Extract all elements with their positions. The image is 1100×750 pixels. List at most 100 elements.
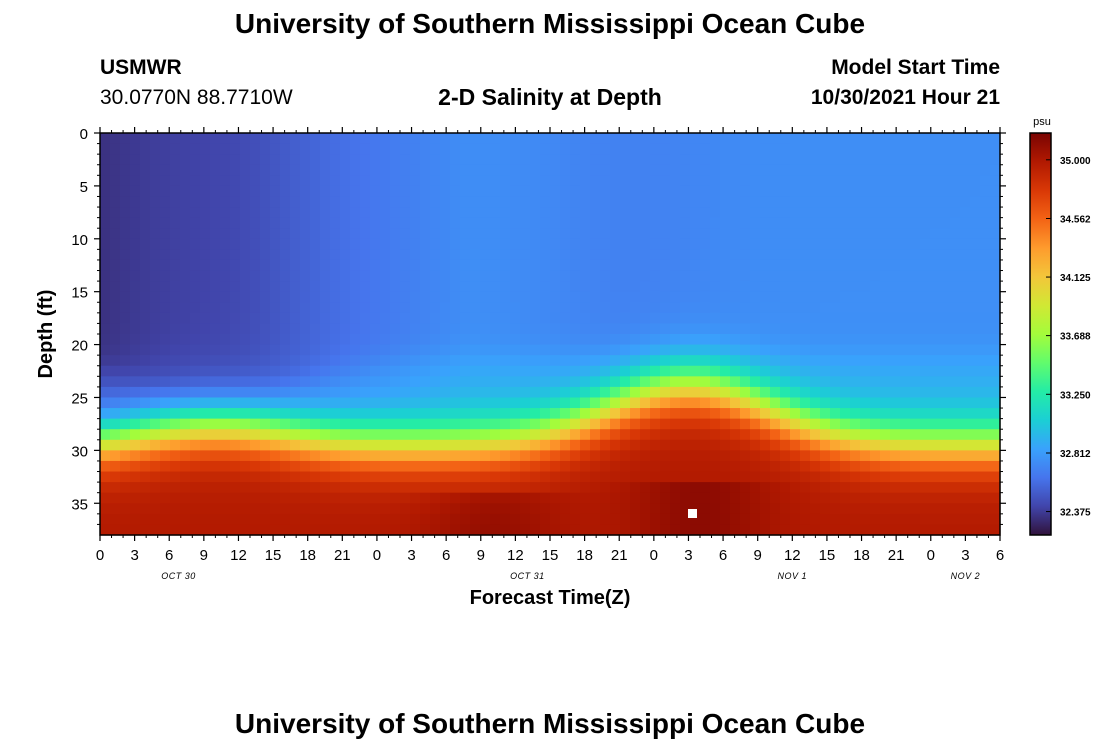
heatmap-cell [940, 334, 951, 346]
heatmap-cell [290, 175, 301, 187]
heatmap-cell [300, 503, 311, 515]
heatmap-cell [720, 133, 731, 145]
heatmap-cell [250, 524, 261, 536]
heatmap-cell [200, 513, 211, 526]
heatmap-cell [700, 450, 711, 462]
page-title: University of Southern Mississippi Ocean… [234, 8, 866, 39]
heatmap-cell [300, 460, 311, 473]
heatmap-cell [950, 217, 961, 229]
heatmap-cell [660, 228, 671, 240]
heatmap-cell [820, 450, 831, 462]
heatmap-cell [830, 471, 841, 483]
heatmap-cell [510, 397, 521, 409]
heatmap-cell [430, 365, 441, 377]
heatmap-cell [450, 154, 461, 166]
heatmap-cell [770, 513, 781, 526]
heatmap-cell [980, 418, 991, 430]
heatmap-cell [910, 185, 921, 198]
heatmap-cell [450, 482, 461, 494]
heatmap-cell [550, 429, 561, 441]
heatmap-cell [180, 408, 191, 420]
heatmap-cell [610, 471, 621, 483]
heatmap-cell [180, 302, 191, 314]
heatmap-cell [190, 460, 201, 473]
heatmap-cell [220, 133, 231, 145]
heatmap-cell [150, 503, 161, 515]
heatmap-cell [280, 450, 291, 462]
heatmap-cell [480, 513, 491, 526]
heatmap-cell [640, 207, 651, 219]
heatmap-cell [330, 429, 341, 441]
heatmap-cell [190, 365, 201, 377]
heatmap-cell [300, 185, 311, 198]
heatmap-cell [950, 482, 961, 494]
heatmap-cell [540, 133, 551, 145]
heatmap-cell [930, 418, 941, 430]
heatmap-cell [380, 386, 391, 399]
heatmap-cell [380, 207, 391, 219]
heatmap-cell [250, 228, 261, 240]
heatmap-cell [210, 185, 221, 198]
heatmap-cell [420, 302, 431, 314]
heatmap-cell [360, 164, 371, 176]
heatmap-cell [690, 376, 701, 388]
heatmap-cell [760, 249, 771, 261]
heatmap-cell [550, 376, 561, 388]
heatmap-cell [150, 143, 161, 155]
heatmap-cell [740, 460, 751, 473]
heatmap-cell [710, 471, 721, 483]
heatmap-cell [590, 344, 601, 356]
heatmap-cell [410, 460, 421, 473]
heatmap-cell [850, 259, 861, 272]
x-tick-label: 6 [442, 547, 450, 564]
heatmap-cell [260, 185, 271, 198]
heatmap-cell [440, 408, 451, 420]
heatmap-cell [650, 291, 661, 303]
heatmap-cell [860, 196, 871, 208]
heatmap-cell [520, 259, 531, 272]
heatmap-cell [100, 513, 111, 526]
heatmap-cell [840, 408, 851, 420]
heatmap-cell [130, 217, 141, 229]
heatmap-cell [120, 524, 131, 536]
heatmap-cell [920, 482, 931, 494]
heatmap-cell [780, 408, 791, 420]
heatmap-cell [970, 133, 981, 145]
heatmap-cell [250, 238, 261, 250]
heatmap-cell [740, 154, 751, 166]
heatmap-cell [210, 365, 221, 377]
heatmap-cell [940, 228, 951, 240]
heatmap-cell [740, 249, 751, 261]
heatmap-cell [780, 429, 791, 441]
heatmap-cell [660, 154, 671, 166]
model-start-value: 10/30/2021 Hour 21 [810, 86, 1000, 109]
heatmap-cell [840, 376, 851, 388]
heatmap-cell [640, 238, 651, 250]
heatmap-cell [760, 355, 771, 367]
heatmap-cell [340, 154, 351, 166]
heatmap-cell [740, 471, 751, 483]
heatmap-cell [510, 228, 521, 240]
heatmap-cell [480, 291, 491, 303]
heatmap-cell [270, 270, 281, 282]
heatmap-cell [990, 302, 1001, 314]
heatmap-cell [350, 408, 361, 420]
heatmap-cell [590, 524, 601, 536]
heatmap-cell [910, 376, 921, 388]
heatmap-cell [350, 175, 361, 187]
heatmap-cell [890, 228, 901, 240]
heatmap-cell [700, 408, 711, 420]
heatmap-cell [190, 418, 201, 430]
heatmap-cell [560, 185, 571, 198]
heatmap-cell [590, 281, 601, 293]
heatmap-cell [960, 175, 971, 187]
heatmap-cell [240, 217, 251, 229]
heatmap-cell [640, 408, 651, 420]
heatmap-cell [170, 270, 181, 282]
heatmap-cell [870, 259, 881, 272]
heatmap-cell [240, 164, 251, 176]
heatmap-cell [140, 270, 151, 282]
heatmap-cell [280, 460, 291, 473]
heatmap-cell [770, 524, 781, 536]
heatmap-cell [170, 397, 181, 409]
